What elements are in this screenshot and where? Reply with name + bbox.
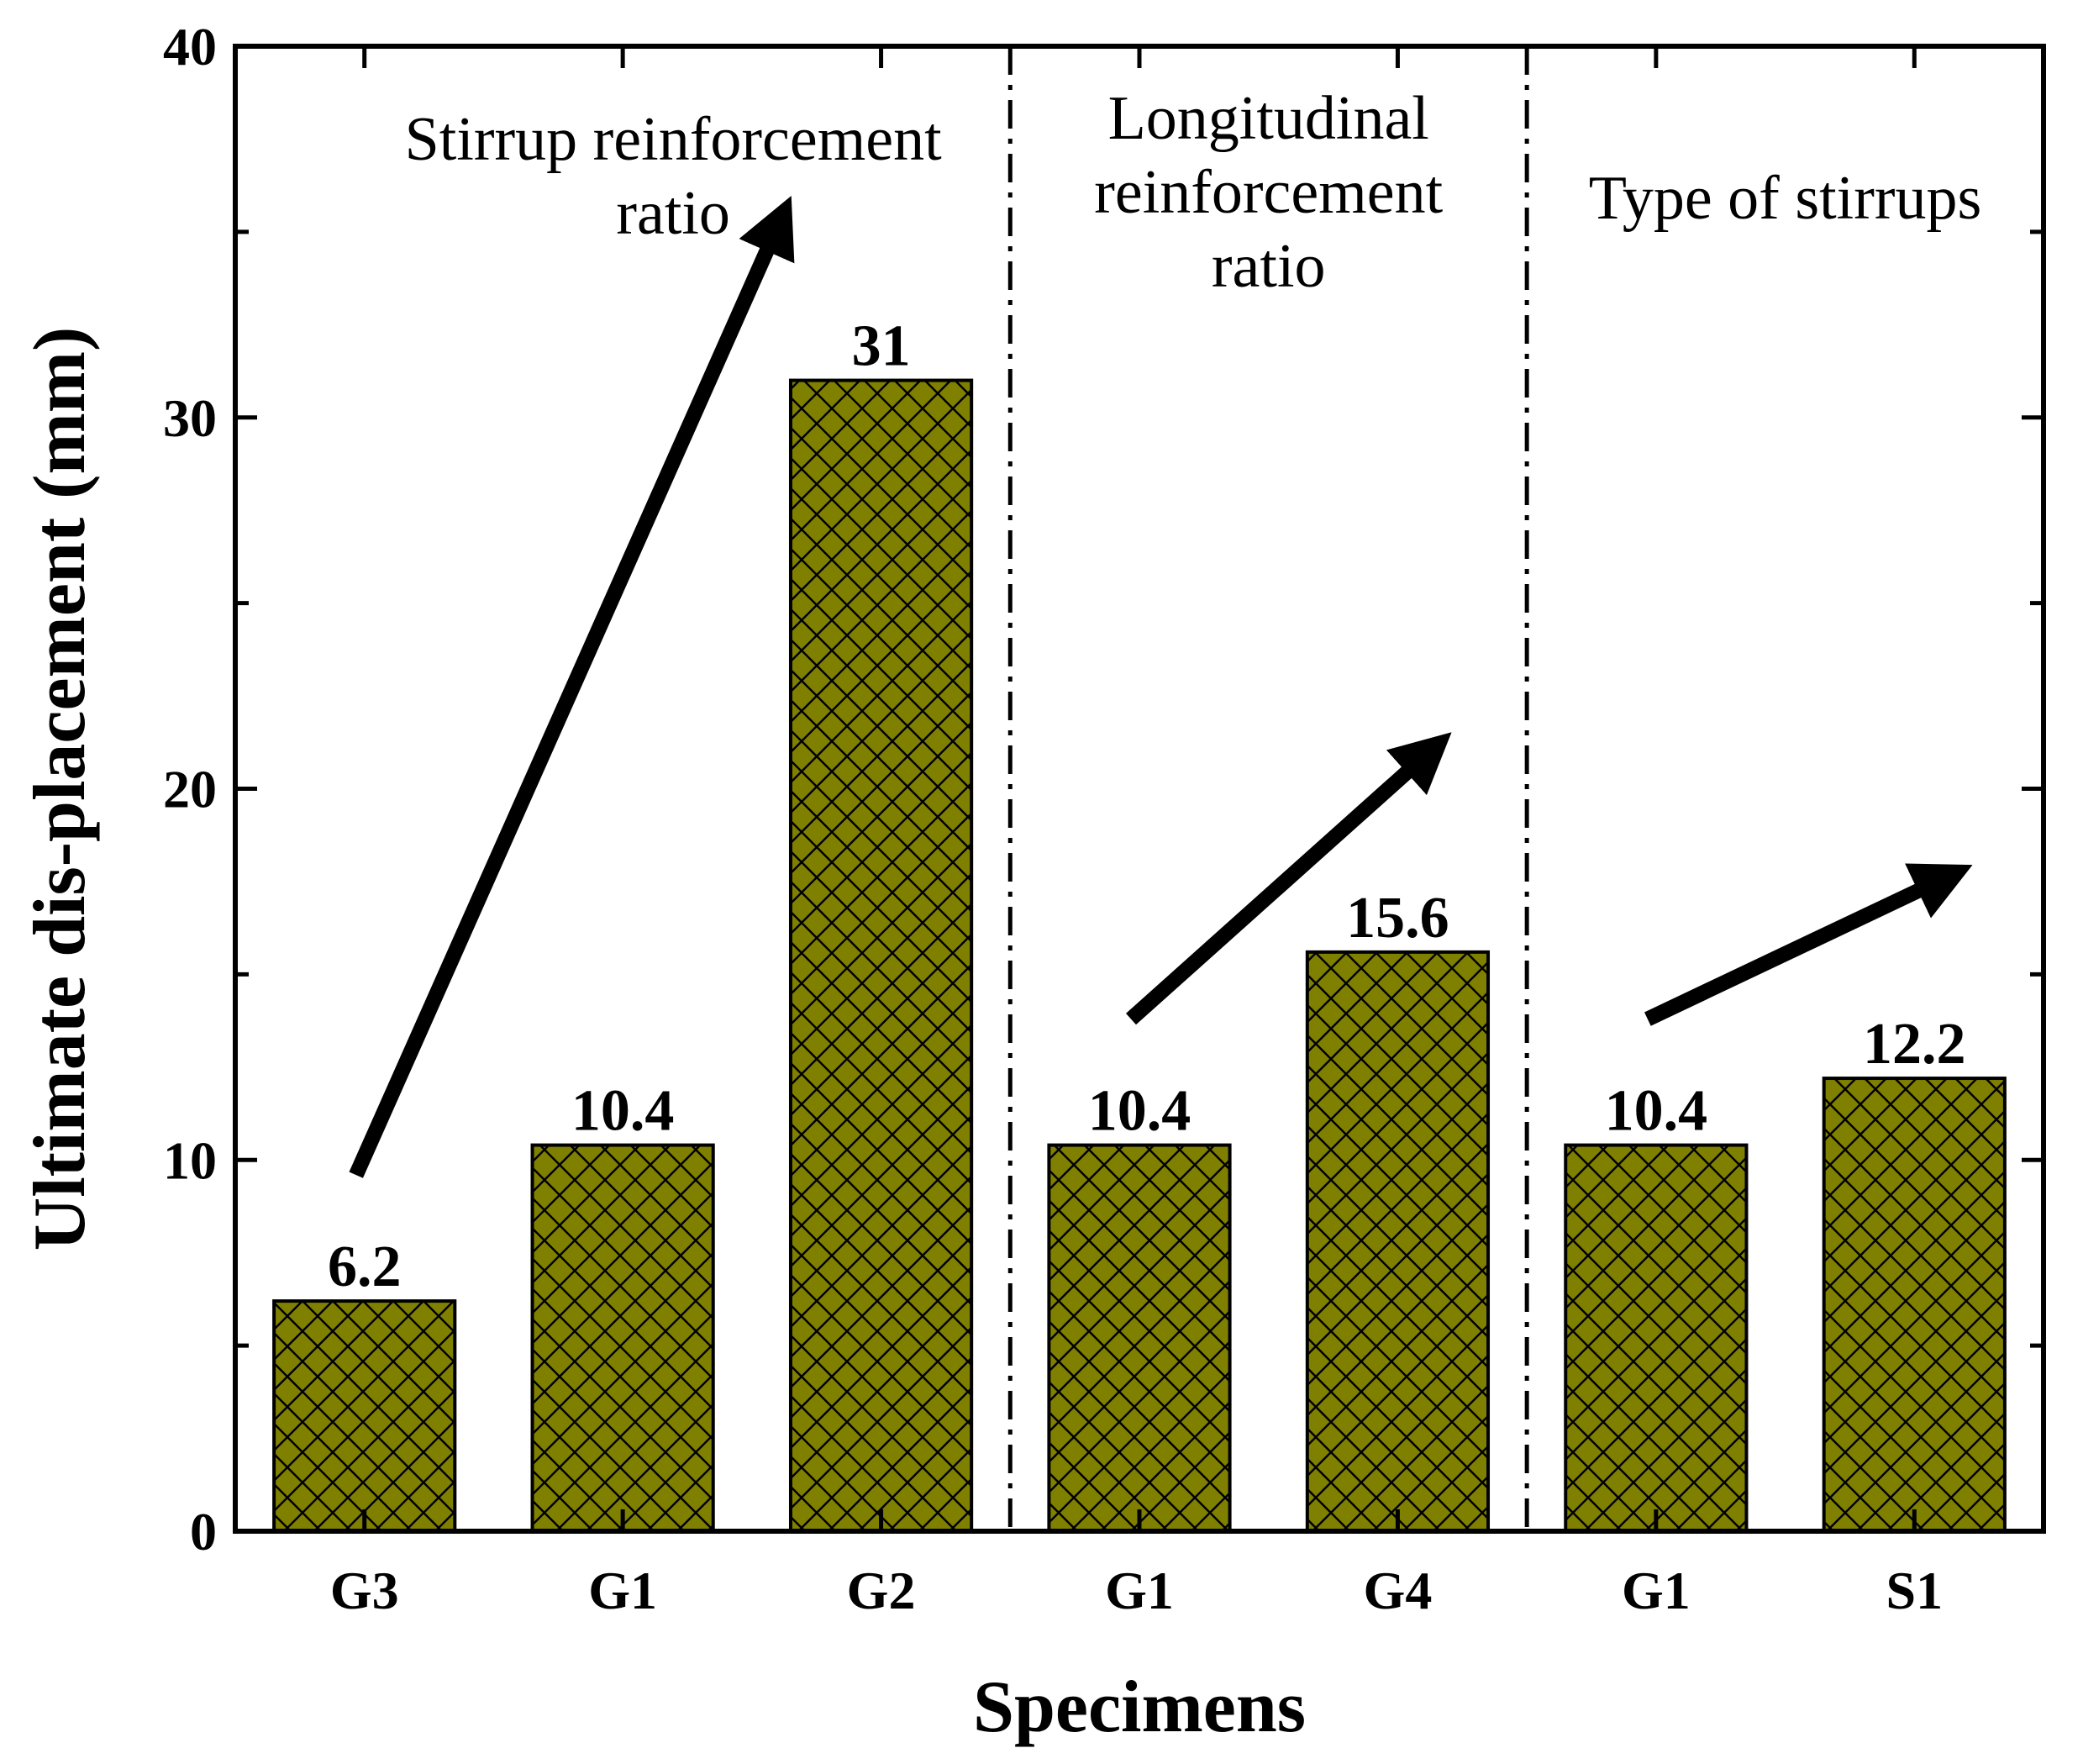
bar-4 (1047, 1143, 1232, 1533)
group-label: Stirrup reinforcement ratio (405, 105, 942, 248)
bar-value-label: 15.6 (1346, 886, 1449, 950)
bar-7 (1822, 1077, 2007, 1533)
bar-value-label: 10.4 (1605, 1079, 1708, 1144)
group-label: Type of stirrups (1589, 164, 1982, 233)
trend-arrow (1644, 863, 1973, 1026)
x-tick-label: G4 (1364, 1561, 1433, 1620)
x-tick-label: G3 (330, 1561, 399, 1620)
x-tick-label: G1 (588, 1561, 657, 1620)
x-tick-label: G1 (1622, 1561, 1691, 1620)
group-label-line: Type of stirrups (1589, 164, 1982, 233)
value-labels: 6.2 10.4 31 10.4 15.6 10.4 12.2 (328, 314, 1966, 1300)
y-tick-label: 20 (163, 760, 217, 819)
group-label-line: ratio (616, 179, 730, 248)
x-axis-title: Specimens (973, 1667, 1306, 1748)
bar-1 (272, 1299, 457, 1533)
group-label-line: Stirrup reinforcement (405, 105, 942, 174)
y-tick-label: 0 (190, 1502, 217, 1561)
bar-2 (530, 1143, 715, 1533)
bar-5 (1305, 950, 1491, 1533)
bar-value-label: 6.2 (328, 1235, 402, 1299)
bar-value-label: 31 (852, 314, 911, 379)
bar-value-label: 12.2 (1863, 1012, 1966, 1077)
group-label-line: Longitudinal (1108, 84, 1429, 153)
y-tick-label: 10 (163, 1130, 217, 1190)
y-tick-label: 40 (163, 17, 217, 76)
axes: 0 10 20 30 40 G3 G1 G2 G1 G4 G1 S1 (163, 17, 2046, 1620)
x-tick-label: S1 (1886, 1561, 1943, 1620)
bar-3 (788, 378, 974, 1534)
y-tick-label: 30 (163, 388, 217, 448)
trend-arrow (349, 195, 795, 1178)
group-separators (1007, 46, 1529, 1531)
trend-arrow (1125, 732, 1452, 1025)
bar-value-label: 10.4 (571, 1079, 675, 1144)
x-tick-label: G2 (847, 1561, 916, 1620)
y-axis-title: Ultimate dis-placement (mm) (19, 327, 101, 1251)
x-tick-label: G1 (1105, 1561, 1174, 1620)
trend-arrows (349, 195, 1973, 1178)
bar-series (272, 378, 2007, 1534)
group-label-line: reinforcement (1094, 158, 1443, 227)
bar-6 (1564, 1143, 1749, 1533)
group-label-line: ratio (1212, 232, 1326, 301)
bar-value-label: 10.4 (1088, 1079, 1191, 1144)
group-label: Longitudinal reinforcement ratio (1094, 84, 1443, 301)
